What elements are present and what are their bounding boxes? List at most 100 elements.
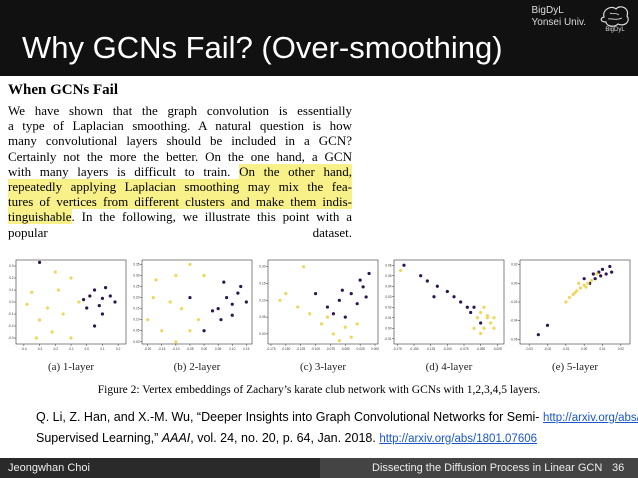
footer-bar-right	[320, 458, 638, 478]
citation-line: Supervised Learning,” AAAI, vol. 24, no.…	[36, 428, 638, 449]
point	[45, 306, 50, 310]
point	[445, 289, 449, 294]
point	[584, 285, 588, 289]
citation-text: Supervised Learning,”	[36, 431, 162, 445]
panel-caption: (e) 5-layer	[552, 361, 598, 373]
x-tick-label: 0.05	[215, 347, 221, 351]
y-tick-label: -0.3	[8, 336, 14, 340]
point	[230, 313, 234, 317]
point	[482, 326, 486, 330]
point	[174, 340, 178, 344]
y-tick-label: 0.00	[259, 332, 265, 336]
point	[302, 265, 306, 269]
point	[608, 264, 612, 269]
point	[472, 305, 476, 309]
y-tick-label: -0.01	[384, 337, 391, 341]
citation-text: , vol. 24, no. 20, p. 64, Jan. 2018.	[190, 431, 376, 445]
y-tick-label: 0.10	[133, 318, 139, 322]
panel-caption: (a) 1-layer	[48, 361, 94, 373]
logo-text: BigDyL	[605, 27, 625, 33]
x-tick-label: -0.125	[426, 347, 435, 351]
text-line: Certainly not the more the better. On th…	[8, 149, 352, 164]
point	[34, 336, 39, 340]
x-tick-label: 0.02	[618, 347, 624, 351]
y-tick-label: 0.00	[511, 281, 517, 285]
page-number: 36	[612, 462, 625, 474]
plot-frame	[141, 259, 253, 345]
point	[591, 272, 595, 276]
y-tick-label: 0.06	[385, 263, 391, 267]
point	[485, 314, 489, 318]
point	[465, 305, 469, 309]
university: Yonsei Univ.	[531, 17, 586, 28]
point	[575, 289, 579, 293]
x-tick-label: 0.01	[599, 347, 605, 351]
point	[459, 300, 463, 304]
x-tick-label: -0.1	[68, 347, 74, 351]
point	[69, 336, 73, 340]
point	[586, 281, 590, 285]
point	[343, 315, 347, 319]
x-tick-label: -0.100	[443, 347, 452, 351]
point	[168, 300, 172, 304]
x-tick-label: -0.125	[296, 347, 305, 351]
y-tick-label: 0.00	[133, 340, 139, 344]
x-tick-label: -0.15	[158, 347, 165, 351]
citation-line: Q. Li, Z. Han, and X.-M. Wu, “Deeper Ins…	[36, 407, 638, 428]
x-tick-label: -0.025	[356, 347, 365, 351]
y-tick-label: 0.01	[385, 316, 391, 320]
panel-caption: (c) 3-layer	[300, 361, 346, 373]
y-tick-label: 0.10	[259, 298, 265, 302]
point	[355, 322, 359, 326]
y-tick-label: 0.30	[133, 273, 139, 277]
x-tick-label: 0.0	[84, 347, 89, 351]
logo: BigDyL	[600, 6, 629, 33]
panel-caption: (b) 2-layer	[174, 361, 221, 373]
citation-text: AAAI	[161, 431, 191, 445]
y-tick-label: 0.25	[133, 285, 139, 289]
slide-title: Why GCNs Fail? (Over-smoothing)	[22, 30, 503, 65]
text-line: tinguishable. In the following, we illus…	[8, 209, 352, 225]
point	[108, 294, 112, 298]
y-tick-label: 0.35	[133, 262, 139, 266]
point	[472, 326, 476, 330]
point	[61, 312, 65, 316]
y-tick-label: 0.05	[133, 329, 139, 333]
point	[160, 329, 164, 333]
arxiv-link[interactable]: http://arxiv.org/abs/1801.07606	[379, 433, 538, 445]
point	[331, 332, 336, 336]
x-tick-label: -0.050	[341, 347, 350, 351]
point	[479, 331, 483, 336]
point	[452, 295, 456, 299]
point	[435, 284, 439, 288]
highlighted-text: repeatedly applying Laplacian smoothing …	[8, 178, 352, 194]
text-line: tures of vertices from different cluster…	[8, 194, 352, 210]
x-tick-label: -0.100	[311, 347, 320, 351]
point	[492, 326, 496, 330]
point	[600, 267, 605, 271]
point	[313, 292, 318, 296]
citation: Q. Li, Z. Han, and X.-M. Wu, “Deeper Ins…	[36, 407, 638, 449]
point	[284, 292, 288, 296]
point	[419, 274, 423, 278]
text: We have shown that the graph convolution…	[8, 103, 352, 118]
arxiv-link[interactable]: http://arxiv.org/abs/1801.07606	[542, 412, 638, 424]
point	[349, 292, 353, 296]
x-tick-label: 0.10	[229, 347, 235, 351]
point	[589, 278, 594, 283]
text: many convolutional layers should be incl…	[8, 133, 352, 149]
x-tick-label: -0.150	[409, 347, 418, 351]
point	[222, 280, 226, 284]
point	[319, 322, 324, 326]
text-line: We have shown that the graph convolution…	[8, 103, 352, 118]
point	[113, 300, 117, 304]
point	[188, 295, 192, 300]
point	[599, 274, 603, 278]
x-tick-label: -0.150	[281, 347, 290, 351]
point	[545, 323, 550, 327]
point	[100, 312, 105, 316]
y-tick-label: 0.15	[259, 282, 265, 286]
point	[567, 295, 572, 299]
y-tick-label: 0.15	[133, 307, 139, 311]
point	[50, 330, 54, 334]
